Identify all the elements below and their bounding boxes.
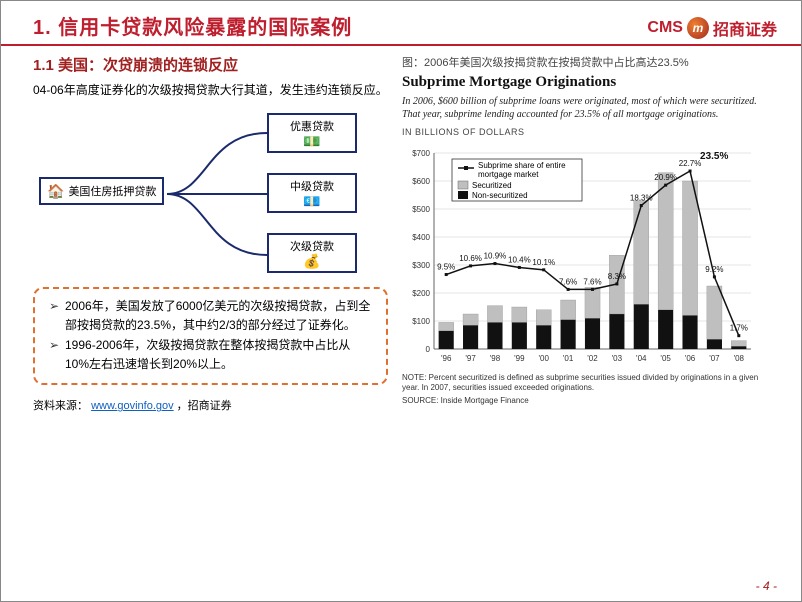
svg-text:'08: '08 (734, 354, 745, 363)
chart-title: Subprime Mortgage Originations (402, 74, 762, 91)
brand-name: 招商证券 (713, 16, 777, 40)
house-icon: 🏠 (47, 184, 64, 198)
source-line: 资料来源： www.govinfo.gov ，招商证券 (33, 397, 388, 413)
source-link[interactable]: www.govinfo.gov (91, 400, 174, 412)
intro-text: 04-06年高度证券化的次级按揭贷款大行其道，发生违约连锁反应。 (33, 81, 388, 99)
chart-subtitle: In 2006, $600 billion of subprime loans … (402, 95, 762, 121)
brand-icon: m (687, 17, 709, 39)
tree-node-label: 次级贷款 (290, 238, 334, 254)
page-number: - 4 - (756, 579, 777, 593)
svg-text:'03: '03 (612, 354, 623, 363)
tree-node-prime: 优惠贷款 💵 (267, 113, 357, 153)
svg-text:$100: $100 (412, 317, 430, 326)
svg-text:Subprime share of entire: Subprime share of entire (478, 161, 566, 170)
svg-text:'01: '01 (563, 354, 574, 363)
money-icon: 💵 (303, 134, 320, 148)
source-prefix: 资料来源： (33, 400, 88, 412)
svg-text:'06: '06 (685, 354, 696, 363)
svg-text:9.2%: 9.2% (705, 265, 723, 274)
brand-logo: CMS m 招商证券 (647, 16, 777, 40)
tree-node-subprime: 次级贷款 💰 (267, 233, 357, 273)
money-stack-icon: 💶 (303, 194, 320, 208)
page-title: 1. 信用卡贷款风险暴露的国际案例 (33, 11, 352, 40)
tree-root-node: 🏠 美国住房抵押贷款 (39, 177, 164, 205)
brand-cms: CMS (647, 19, 683, 37)
tree-node-label: 优惠贷款 (290, 118, 334, 134)
svg-text:$600: $600 (412, 177, 430, 186)
figure-caption: 图：2006年美国次级按揭贷款在按揭贷款中占比高达23.5% (402, 54, 762, 70)
svg-text:$700: $700 (412, 149, 430, 158)
bullet-item: 2006年，美国发放了6000亿美元的次级按揭贷款，占到全部按揭贷款的23.5%… (49, 297, 374, 334)
svg-text:10.4%: 10.4% (508, 255, 531, 264)
svg-text:'97: '97 (465, 354, 476, 363)
svg-text:10.9%: 10.9% (484, 252, 507, 261)
svg-text:22.7%: 22.7% (679, 159, 702, 168)
svg-text:'00: '00 (539, 354, 550, 363)
tree-node-mid: 中级贷款 💶 (267, 173, 357, 213)
svg-text:$500: $500 (412, 205, 430, 214)
svg-text:'04: '04 (636, 354, 647, 363)
svg-text:'99: '99 (514, 354, 525, 363)
section-subtitle: 1.1 美国：次贷崩溃的连锁反应 (33, 54, 388, 75)
svg-text:23.5%: 23.5% (700, 151, 728, 162)
svg-text:'96: '96 (441, 354, 452, 363)
svg-text:1.7%: 1.7% (730, 324, 748, 333)
chart-unit-label: IN BILLIONS OF DOLLARS (402, 127, 762, 137)
svg-text:'02: '02 (587, 354, 598, 363)
chart-source: SOURCE: Inside Mortgage Finance (402, 396, 762, 405)
bag-icon: 💰 (303, 254, 320, 268)
svg-text:10.6%: 10.6% (459, 254, 482, 263)
svg-text:$400: $400 (412, 233, 430, 242)
highlight-box: 2006年，美国发放了6000亿美元的次级按揭贷款，占到全部按揭贷款的23.5%… (33, 287, 388, 385)
svg-text:mortgage market: mortgage market (478, 170, 539, 179)
tree-node-label: 中级贷款 (290, 178, 334, 194)
loan-tree-diagram: 🏠 美国住房抵押贷款 优惠贷款 💵 中级贷款 💶 次级贷款 💰 (39, 109, 388, 279)
subprime-chart: 0 $100 $200 $300 $400 $500 $600 $700 '96 9.5% '97 1… (402, 139, 757, 369)
svg-text:Non-securitized: Non-securitized (472, 191, 528, 200)
svg-text:7.6%: 7.6% (583, 277, 601, 286)
tree-root-label: 美国住房抵押贷款 (68, 183, 156, 199)
svg-text:9.5%: 9.5% (437, 263, 455, 272)
svg-text:'05: '05 (660, 354, 671, 363)
bullet-item: 1996-2006年，次级按揭贷款在整体按揭贷款中占比从10%左右迅速增长到20… (49, 336, 374, 373)
svg-text:0: 0 (426, 345, 431, 354)
svg-text:$300: $300 (412, 261, 430, 270)
svg-text:'98: '98 (490, 354, 501, 363)
svg-text:10.1%: 10.1% (532, 258, 555, 267)
svg-text:8.3%: 8.3% (608, 272, 626, 281)
source-suffix: ，招商证券 (177, 400, 232, 412)
svg-text:$200: $200 (412, 289, 430, 298)
chart-note: NOTE: Percent securitized is defined as … (402, 373, 762, 394)
svg-text:Securitized: Securitized (472, 181, 512, 190)
svg-text:'07: '07 (709, 354, 720, 363)
